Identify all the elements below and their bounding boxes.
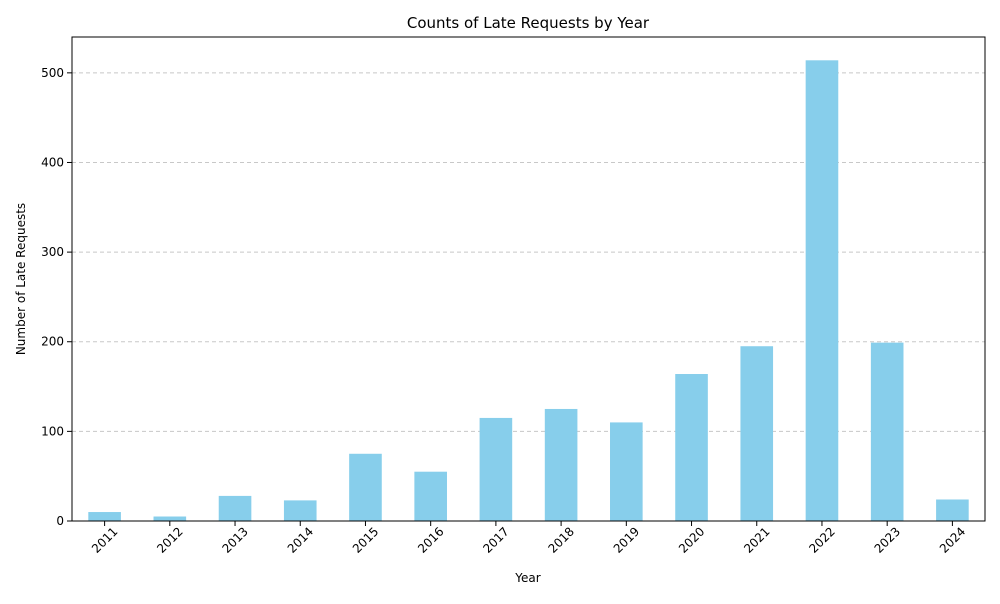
bar-2017	[479, 417, 513, 521]
y-tick-label: 100	[41, 424, 64, 438]
bar-2022	[805, 60, 839, 521]
bar-2018	[544, 408, 578, 521]
x-tick-label: 2019	[611, 524, 642, 555]
y-axis-ticks: 0 100 200 300 400 500	[41, 66, 72, 528]
bar-2019	[610, 422, 643, 521]
x-tick-label: 2015	[350, 524, 381, 555]
y-tick-label: 0	[56, 514, 64, 528]
y-tick-label: 500	[41, 66, 64, 80]
x-tick-label: 2020	[676, 524, 707, 555]
bar-2012	[153, 516, 187, 521]
x-tick-label: 2022	[806, 524, 837, 555]
bar-2013	[218, 495, 252, 521]
x-tick-label: 2018	[546, 524, 577, 555]
bar-2021	[740, 346, 774, 521]
bar-2014	[283, 500, 317, 521]
chart-title: Counts of Late Requests by Year	[407, 14, 650, 32]
bar-2016	[414, 471, 447, 521]
x-tick-label: 2017	[480, 524, 511, 555]
x-axis-label: Year	[514, 571, 540, 585]
x-axis-ticks: 2011 2012 2013 2014 2015 2016 2017 2018 2019 2020…	[89, 521, 968, 556]
bar-2023	[870, 342, 904, 521]
bar-2024	[936, 499, 969, 521]
x-tick-label: 2014	[285, 524, 316, 555]
y-tick-label: 200	[41, 335, 64, 349]
x-tick-label: 2024	[937, 524, 968, 555]
x-tick-label: 2016	[415, 524, 446, 555]
plot-frame	[71, 36, 986, 522]
bar-2015	[349, 453, 382, 521]
x-tick-label: 2011	[89, 524, 120, 555]
y-tick-label: 300	[41, 245, 64, 259]
x-tick-label: 2013	[219, 524, 250, 555]
x-tick-label: 2021	[741, 524, 772, 555]
bars	[88, 60, 969, 521]
bar-2011	[88, 512, 121, 521]
x-tick-label: 2012	[154, 524, 185, 555]
x-tick-label: 2023	[872, 524, 903, 555]
bar-2020	[675, 374, 708, 521]
y-tick-label: 400	[41, 155, 64, 169]
gridlines	[72, 72, 985, 522]
y-axis-label: Number of Late Requests	[14, 203, 28, 355]
